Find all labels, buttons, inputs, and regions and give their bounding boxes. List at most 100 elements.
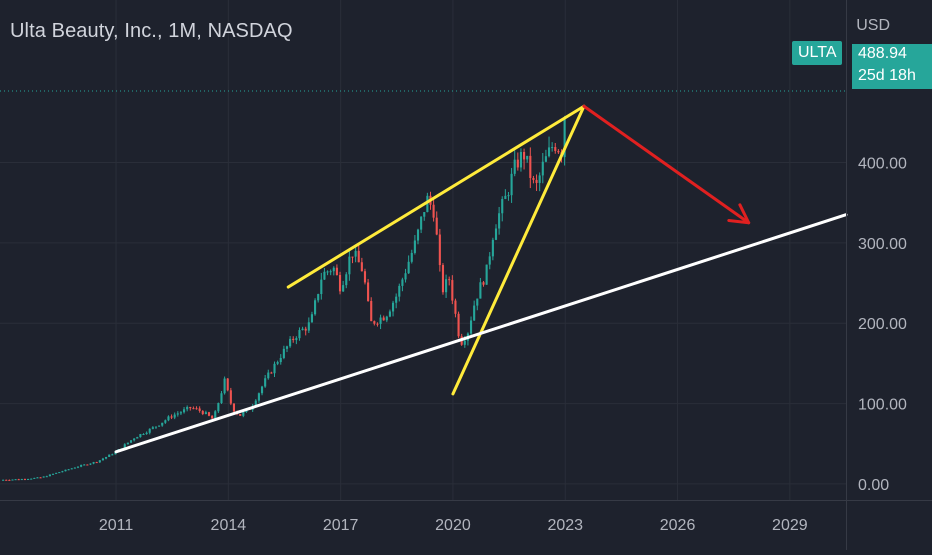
candle-body	[338, 275, 342, 292]
candle-body	[473, 305, 476, 321]
y-tick-label-1: 100.00	[858, 397, 907, 414]
candle-body	[391, 302, 395, 312]
candle-body	[413, 240, 416, 253]
drawings[interactable]	[114, 104, 848, 454]
candle-body	[186, 406, 189, 410]
candle-body	[398, 285, 401, 297]
candle-body	[204, 412, 207, 414]
y-tick-label-2: 200.00	[858, 316, 907, 333]
candle-body	[314, 300, 317, 315]
support-line[interactable]	[114, 213, 848, 454]
candle-body	[432, 204, 435, 218]
candle-body	[563, 117, 566, 158]
candle-body	[229, 390, 232, 404]
x-tick-label-1: 2014	[211, 517, 247, 534]
candle-body	[189, 406, 192, 409]
candle-body	[320, 279, 323, 295]
bar-countdown: 25d 18h	[852, 64, 932, 89]
candle-body	[176, 413, 179, 415]
chart-title: Ulta Beauty, Inc., 1M, NASDAQ	[10, 20, 293, 42]
candle-body	[342, 285, 345, 292]
candle-body	[485, 264, 488, 285]
candle-body	[541, 161, 544, 176]
x-tick-label-4: 2023	[547, 517, 583, 534]
candle-body	[532, 177, 535, 180]
candle-body	[494, 228, 498, 240]
forecast-arrow[interactable]	[582, 104, 751, 225]
candle-body	[385, 316, 388, 321]
candle-body	[23, 479, 27, 481]
currency-label: USD	[856, 17, 890, 34]
ticker-badge[interactable]: ULTA	[792, 41, 842, 65]
candle-body	[310, 314, 314, 323]
candle-body	[5, 479, 8, 481]
candle-body	[504, 195, 507, 199]
candle-body	[463, 340, 466, 345]
candle-body	[89, 463, 92, 465]
candle-body	[407, 261, 410, 274]
candle-body	[123, 444, 126, 449]
candle-body	[360, 262, 363, 272]
grid	[0, 0, 846, 500]
candle-body	[451, 280, 454, 301]
wedge-upper-line[interactable]	[286, 104, 586, 289]
candle-body	[260, 386, 264, 394]
candle-body	[507, 195, 510, 197]
candle-body	[410, 252, 413, 262]
candle-body	[239, 414, 242, 416]
candle-body	[64, 469, 67, 472]
candle-body	[154, 426, 158, 428]
candle-body	[295, 338, 298, 341]
candle-body	[136, 437, 139, 439]
y-tick-label-4: 400.00	[858, 156, 907, 173]
candle-body	[161, 422, 164, 426]
forecast-arrow-head[interactable]	[727, 203, 751, 225]
candle-body	[108, 454, 111, 457]
candle-body	[30, 478, 33, 480]
candle-body	[164, 420, 167, 423]
candle-body	[363, 271, 367, 283]
x-tick-label-2: 2017	[323, 517, 359, 534]
candle-body	[441, 265, 445, 293]
candle-body	[516, 159, 519, 168]
candle-body	[70, 468, 73, 470]
candle-body	[526, 155, 529, 160]
candle-body	[420, 216, 423, 230]
candle-body	[211, 415, 214, 419]
candle-body	[42, 476, 45, 478]
candle-body	[285, 346, 289, 349]
candle-body	[416, 229, 420, 241]
candle-body	[438, 234, 441, 266]
candle-body	[519, 152, 523, 168]
candle-body	[329, 271, 332, 273]
candle-body	[479, 282, 482, 299]
candle-body	[267, 372, 270, 379]
candle-body	[538, 175, 541, 183]
candle-body	[401, 279, 404, 286]
candle-body	[554, 147, 557, 151]
candle-body	[173, 414, 176, 418]
candle-body	[80, 465, 83, 467]
candle-body	[388, 311, 391, 317]
candle-body	[510, 173, 513, 196]
candle-body	[426, 195, 429, 213]
candle-body	[214, 411, 217, 419]
candle-body	[2, 479, 5, 481]
candle-body	[379, 317, 382, 324]
candle-body	[145, 432, 148, 435]
candle-body	[61, 471, 64, 473]
candle-body	[142, 434, 145, 436]
wedge-lower-line[interactable]	[451, 104, 586, 396]
candle-body	[423, 212, 426, 217]
candle-body	[220, 393, 223, 404]
candle-body	[242, 411, 245, 416]
candle-body	[273, 363, 276, 374]
candle-body	[395, 296, 398, 303]
candle-body	[223, 378, 226, 394]
candle-body	[289, 338, 292, 347]
candle-body	[170, 416, 173, 418]
candle-body	[73, 467, 76, 469]
candle-body	[348, 256, 351, 275]
